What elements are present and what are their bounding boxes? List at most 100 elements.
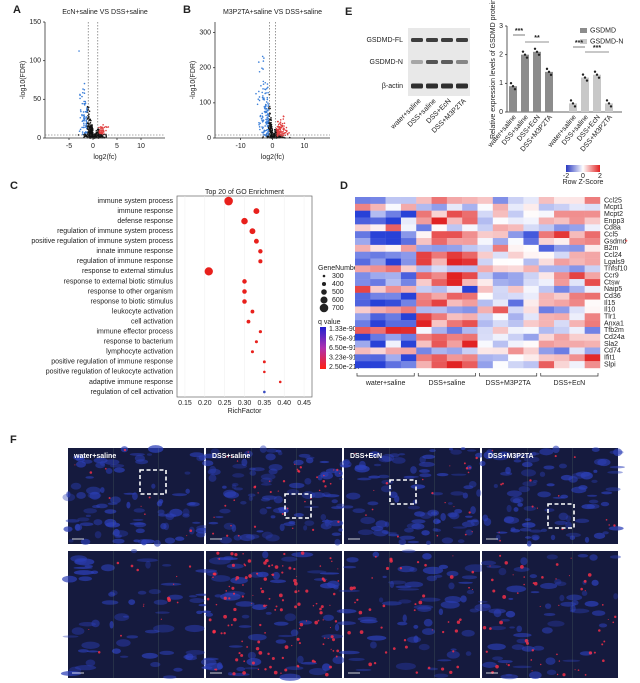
nucleus-texture: [544, 508, 555, 512]
nucleus-texture: [500, 471, 513, 476]
heat-cell: [416, 238, 432, 246]
signal-dot: [536, 507, 538, 509]
nucleus-texture: [116, 639, 131, 647]
signal-dot: [489, 565, 491, 567]
nucleus-texture: [247, 493, 256, 497]
heat-cell: [569, 279, 585, 287]
heat-cell: [584, 347, 601, 355]
nucleus-texture: [301, 491, 316, 500]
point: [262, 60, 265, 62]
heat-cell: [385, 333, 402, 341]
point: [265, 110, 267, 113]
heat-cell: [446, 279, 463, 287]
plot-title: M3P2TA+saline VS DSS+saline: [223, 9, 322, 16]
point: [278, 135, 280, 138]
term-label: regulation of cell activation: [91, 389, 174, 396]
nucleus-texture: [398, 453, 406, 456]
point: [265, 135, 267, 137]
heat-cell: [370, 279, 386, 287]
signal-dot: [540, 663, 542, 666]
signal-dot: [291, 644, 293, 647]
nucleus-texture: [239, 533, 255, 542]
point: [100, 133, 102, 136]
nucleus-texture: [331, 506, 344, 510]
nucleus-texture: [448, 582, 455, 590]
heat-cell: [385, 320, 402, 328]
signal-dot: [293, 581, 298, 586]
signal-dot: [282, 479, 286, 483]
point: [101, 135, 104, 137]
nucleus-texture: [219, 508, 231, 514]
signal-dot: [555, 578, 557, 580]
group-label: DSS+saline: [212, 453, 250, 460]
nucleus-texture: [188, 502, 196, 506]
heat-cell: [400, 340, 417, 348]
nucleus-texture: [203, 453, 217, 459]
heat-cell: [492, 306, 509, 314]
point: [81, 133, 84, 135]
nucleus-texture: [477, 600, 488, 603]
nucleus-texture: [151, 483, 156, 489]
heat-cell: [370, 285, 386, 293]
nucleus-texture: [539, 471, 546, 477]
point: [265, 121, 268, 123]
micrograph: [344, 448, 480, 544]
heat-cell: [538, 231, 555, 239]
dot: [263, 390, 266, 394]
heat-cell: [523, 272, 539, 280]
nucleus-texture: [157, 513, 168, 517]
heat-cell: [523, 285, 539, 293]
signal-dot: [352, 586, 356, 590]
signal-dot: [246, 646, 249, 648]
point: [90, 129, 92, 132]
nucleus-texture: [205, 612, 214, 617]
nucleus-texture: [521, 523, 531, 526]
nucleus-texture: [93, 457, 108, 464]
nucleus-texture: [532, 479, 538, 483]
nucleus-texture: [522, 522, 536, 528]
nucleus-texture: [85, 476, 94, 479]
point: [279, 119, 282, 121]
nucleus-texture: [153, 539, 161, 547]
heat-cell: [446, 231, 463, 239]
point: [267, 128, 269, 131]
term-label: innate immune response: [96, 248, 173, 255]
signal-dot: [305, 589, 309, 593]
nucleus-texture: [195, 527, 210, 534]
heat-cell: [462, 197, 478, 205]
bar: [509, 86, 517, 112]
nucleus-texture: [266, 506, 272, 509]
point: [95, 130, 98, 132]
heat-cell: [508, 320, 524, 328]
nucleus-texture: [581, 590, 588, 596]
nucleus-texture: [126, 635, 139, 639]
size-key: [321, 289, 327, 295]
nucleus-texture: [545, 657, 556, 665]
nucleus-texture: [272, 571, 281, 580]
nucleus-texture: [380, 485, 392, 493]
point: [288, 132, 290, 134]
nucleus-texture: [464, 564, 487, 573]
point: [273, 128, 276, 131]
point: [282, 132, 285, 135]
point: [262, 68, 264, 70]
signal-dot: [241, 640, 243, 643]
signal-dot: [603, 640, 606, 643]
nucleus-texture: [461, 629, 475, 637]
legend-label: 600: [332, 297, 344, 304]
heat-cell: [538, 238, 555, 246]
gene-label: Ctsw: [604, 279, 621, 286]
gene-label: Ccl25: [604, 197, 622, 204]
heat-cell: [446, 244, 463, 252]
heat-cell: [385, 285, 402, 293]
signal-dot: [223, 632, 226, 635]
signal-dot: [431, 491, 434, 495]
nucleus-texture: [513, 566, 530, 572]
term-label: cell activation: [131, 318, 173, 325]
point: [279, 133, 281, 136]
nucleus-texture: [266, 448, 278, 453]
signal-dot: [297, 470, 301, 473]
dot: [263, 370, 266, 374]
heat-cell: [477, 238, 494, 246]
heat-cell: [492, 279, 509, 287]
